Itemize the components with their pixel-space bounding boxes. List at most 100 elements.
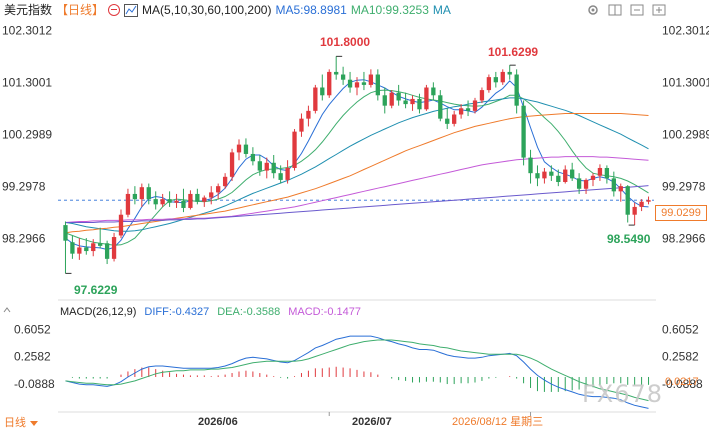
candle xyxy=(111,232,117,262)
candle-body xyxy=(84,247,89,252)
price-tick-right: 100.2989 xyxy=(662,127,709,141)
period-selector[interactable]: 【日线】 xyxy=(56,3,105,17)
candle-body xyxy=(514,74,519,106)
candle-body xyxy=(98,243,103,246)
candle-body xyxy=(111,237,117,259)
candle xyxy=(486,74,492,93)
hide-icon[interactable] xyxy=(108,4,121,16)
candle xyxy=(181,188,186,213)
candle-body xyxy=(528,157,533,174)
candle xyxy=(320,74,325,101)
candle-body xyxy=(216,186,221,193)
candle-body xyxy=(576,178,582,189)
candle xyxy=(479,87,485,104)
candle xyxy=(618,183,623,202)
candle xyxy=(576,173,582,194)
candle xyxy=(313,84,318,114)
candle xyxy=(77,238,82,260)
price-tick-left: 102.3012 xyxy=(2,23,52,37)
candle-body xyxy=(250,153,256,162)
candle-body xyxy=(160,199,165,205)
ma-params[interactable]: MA(5,10,30,60,100,200) xyxy=(142,3,272,17)
candle xyxy=(132,186,138,205)
candle xyxy=(222,173,228,189)
price-tick-right: 98.2966 xyxy=(662,231,706,245)
candle-body xyxy=(181,200,186,208)
candle-body xyxy=(188,193,193,208)
maximize-icon[interactable] xyxy=(650,2,668,18)
macd-tick-left: -0.0888 xyxy=(14,377,55,391)
candle-body xyxy=(563,169,568,182)
collapse-arrow-icon[interactable] xyxy=(2,302,12,313)
candle xyxy=(375,69,380,101)
candle-body xyxy=(417,98,422,110)
candle xyxy=(195,188,200,205)
candle-body xyxy=(313,87,318,111)
footer-period-tab[interactable]: 日线 xyxy=(0,414,48,432)
index-name: 美元指数 xyxy=(4,3,53,17)
candle xyxy=(500,69,505,85)
candle-body xyxy=(507,71,512,75)
candle xyxy=(424,84,429,111)
moving-averages xyxy=(65,79,649,251)
candle-body xyxy=(458,108,464,115)
indicator-chart-icon[interactable] xyxy=(124,3,139,17)
minimize-icon[interactable] xyxy=(628,2,646,18)
candle-body xyxy=(549,171,554,176)
candle-body xyxy=(299,118,304,132)
candle-body xyxy=(632,206,637,215)
candle xyxy=(528,149,533,184)
candle xyxy=(632,202,637,226)
macd-current-tag: 0.0217 xyxy=(665,375,699,389)
price-tick-right: 99.2978 xyxy=(662,179,706,193)
price-tick-left: 100.2989 xyxy=(2,127,52,141)
ma-line-ma200 xyxy=(65,185,649,223)
candle-body xyxy=(438,95,443,119)
candle-body xyxy=(209,192,214,198)
macd-label[interactable]: MACD(26,12,9) xyxy=(60,305,137,318)
candles xyxy=(63,56,651,274)
candle-body xyxy=(604,167,610,179)
candle xyxy=(438,90,443,122)
candle xyxy=(264,157,269,179)
candle xyxy=(334,56,339,80)
candle-body xyxy=(132,193,138,200)
candle xyxy=(125,188,131,218)
candle xyxy=(216,183,221,200)
candle xyxy=(271,155,276,179)
candle-body xyxy=(368,74,374,85)
candle xyxy=(646,196,651,205)
candle xyxy=(382,87,387,114)
candle xyxy=(167,191,172,207)
candle-body xyxy=(445,118,450,124)
candle-body xyxy=(167,199,172,203)
split-view-icon[interactable] xyxy=(606,2,624,18)
candle xyxy=(98,227,103,249)
high2-label: 101.6299 xyxy=(488,45,538,59)
x-label-july: 2026/07 xyxy=(352,416,392,428)
candle xyxy=(84,238,89,255)
candle-body xyxy=(347,79,353,88)
candle-body xyxy=(493,77,498,83)
candle-body xyxy=(403,100,408,105)
candle-body xyxy=(472,100,478,111)
settings-icon[interactable] xyxy=(584,2,602,18)
candle-body xyxy=(139,187,144,200)
macd-diff-line xyxy=(65,335,649,409)
candle-body xyxy=(583,179,589,189)
candle-body xyxy=(361,82,367,85)
low-label: 97.6229 xyxy=(74,283,118,297)
candle-body xyxy=(257,161,262,171)
macd-panel xyxy=(65,335,650,409)
candle-body xyxy=(424,87,429,110)
candle xyxy=(583,178,589,194)
candle xyxy=(368,69,374,88)
candle-body xyxy=(556,175,561,182)
x-label-june: 2026/06 xyxy=(198,416,238,428)
candle-body xyxy=(195,193,200,202)
candle-body xyxy=(146,187,151,200)
candle-body xyxy=(292,131,297,168)
candle-body xyxy=(174,200,179,203)
candle-body xyxy=(243,144,249,154)
